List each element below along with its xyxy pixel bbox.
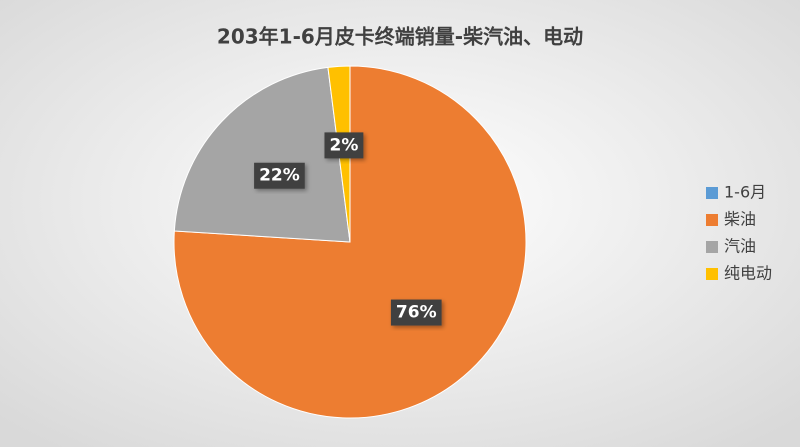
legend-swatch bbox=[706, 268, 718, 280]
data-label-box bbox=[390, 299, 442, 326]
legend-label: 纯电动 bbox=[724, 264, 772, 283]
data-label-text: 22% bbox=[259, 166, 300, 186]
data-label-text: 76% bbox=[396, 303, 437, 323]
data-label-box bbox=[324, 132, 364, 159]
legend-label: 1-6月 bbox=[724, 183, 766, 202]
data-label-box bbox=[254, 162, 305, 189]
legend-label: 汽油 bbox=[724, 237, 756, 256]
legend-swatch bbox=[706, 214, 718, 226]
data-label: 22% bbox=[254, 162, 305, 189]
legend-swatch bbox=[706, 241, 718, 253]
legend-label: 柴油 bbox=[724, 210, 756, 229]
pie-slice bbox=[173, 66, 351, 243]
data-label: 76% bbox=[390, 299, 442, 326]
data-label-text: 2% bbox=[329, 135, 358, 155]
pie-slice bbox=[173, 65, 527, 419]
legend-swatch bbox=[706, 187, 718, 199]
data-label: 2% bbox=[324, 132, 364, 159]
chart-title: 203年1-6月皮卡终端销量-柴汽油、电动 bbox=[217, 25, 583, 49]
